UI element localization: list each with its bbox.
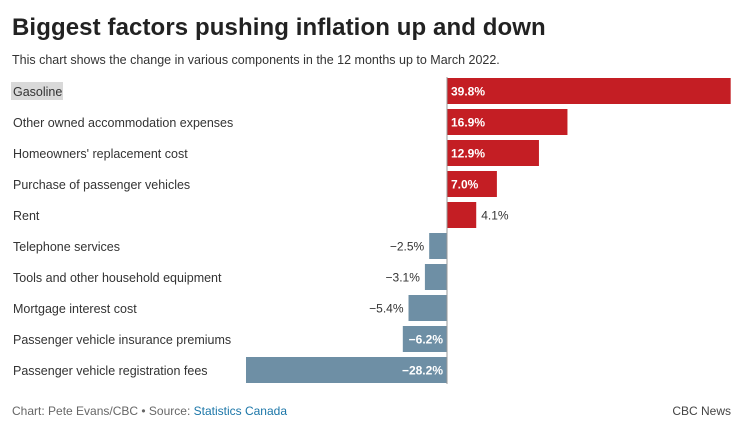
bar-chart: Gasoline 39.8% Other owned accommodation e… [11,77,731,384]
category-label-homeowners-replacement-cost: Homeowners' replacement cost [13,147,188,161]
bar-tools-and-other-household-equipment[interactable] [424,264,447,290]
bar-purchase-of-passenger-vehicles[interactable] [447,171,497,197]
category-label-rent: Rent [13,209,40,223]
bar-passenger-vehicle-insurance-premiums[interactable] [402,326,447,352]
bar-homeowners-replacement-cost[interactable] [447,140,539,166]
category-label-mortgage-interest-cost: Mortgage interest cost [13,302,137,316]
value-label-tools-and-other-household-equipment: −3.1% [386,271,421,285]
value-label-homeowners-replacement-cost: 12.9% [451,147,485,161]
category-label-gasoline: Gasoline [13,85,62,99]
value-label-telephone-services: −2.5% [390,240,425,254]
value-label-rent: 4.1% [481,209,509,223]
value-label-other-owned-accommodation-expenses: 16.9% [451,116,485,130]
value-label-gasoline: 39.8% [451,85,485,99]
brand-label: CBC News [672,404,731,418]
category-highlight [11,82,63,100]
bar-rent[interactable] [447,202,477,228]
category-label-passenger-vehicle-insurance-premiums: Passenger vehicle insurance premiums [13,333,231,347]
value-label-passenger-vehicle-registration-fees: −28.2% [402,364,443,378]
category-label-passenger-vehicle-registration-fees: Passenger vehicle registration fees [13,364,208,378]
bar-mortgage-interest-cost[interactable] [408,295,447,321]
value-label-mortgage-interest-cost: −5.4% [369,302,404,316]
category-label-purchase-of-passenger-vehicles: Purchase of passenger vehicles [13,178,190,192]
category-label-telephone-services: Telephone services [13,240,120,254]
value-label-passenger-vehicle-insurance-premiums: −6.2% [409,333,444,347]
bar-passenger-vehicle-registration-fees[interactable] [246,357,447,383]
source-link[interactable]: Statistics Canada [193,404,288,418]
credit-text: Chart: Pete Evans/CBC • Source: [12,404,194,418]
bar-other-owned-accommodation-expenses[interactable] [447,109,568,135]
category-label-tools-and-other-household-equipment: Tools and other household equipment [13,271,222,285]
bar-gasoline[interactable] [447,78,731,104]
value-label-purchase-of-passenger-vehicles: 7.0% [451,178,479,192]
category-label-other-owned-accommodation-expenses: Other owned accommodation expenses [13,116,233,130]
chart-title: Biggest factors pushing inflation up and… [12,14,546,41]
chart-credit: Chart: Pete Evans/CBC • Source: Statisti… [12,404,287,418]
chart-subtitle: This chart shows the change in various c… [12,53,500,67]
bar-telephone-services[interactable] [429,233,447,259]
